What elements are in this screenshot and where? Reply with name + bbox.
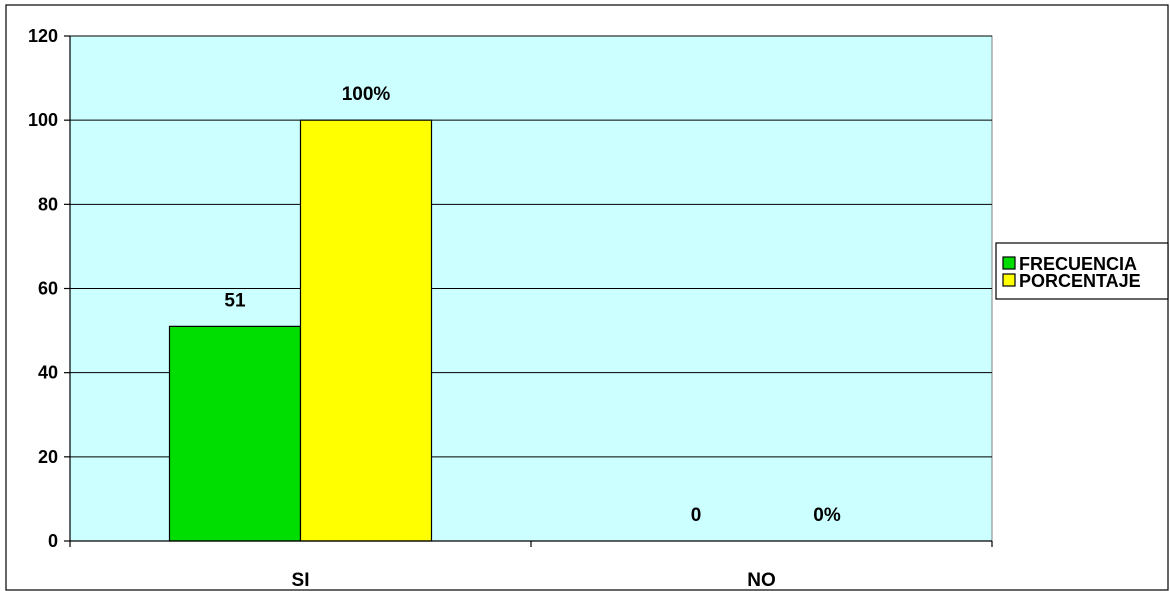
y-tick-label: 120: [28, 26, 58, 46]
legend-swatch-frecuencia: [1003, 257, 1015, 269]
y-tick-label: 100: [28, 110, 58, 130]
data-label-porcentaje-si: 100%: [342, 84, 391, 105]
bar-porcentaje-si: [301, 120, 432, 541]
y-tick-label: 20: [38, 447, 58, 467]
x-tick-label-si: SI: [292, 570, 310, 591]
y-tick-label: 0: [48, 531, 58, 551]
data-label-porcentaje-no: 0%: [813, 505, 841, 526]
y-tick-label: 60: [38, 279, 58, 299]
y-tick-label: 40: [38, 363, 58, 383]
legend: FRECUENCIA PORCENTAJE: [996, 243, 1168, 299]
data-label-frecuencia-si: 51: [224, 290, 246, 311]
data-label-frecuencia-no: 0: [691, 505, 702, 526]
legend-label-porcentaje: PORCENTAJE: [1019, 271, 1141, 291]
bar-frecuencia-si: [170, 326, 301, 541]
y-tick-label: 80: [38, 194, 58, 214]
legend-swatch-porcentaje: [1003, 274, 1015, 286]
x-tick-label-no: NO: [747, 570, 776, 591]
